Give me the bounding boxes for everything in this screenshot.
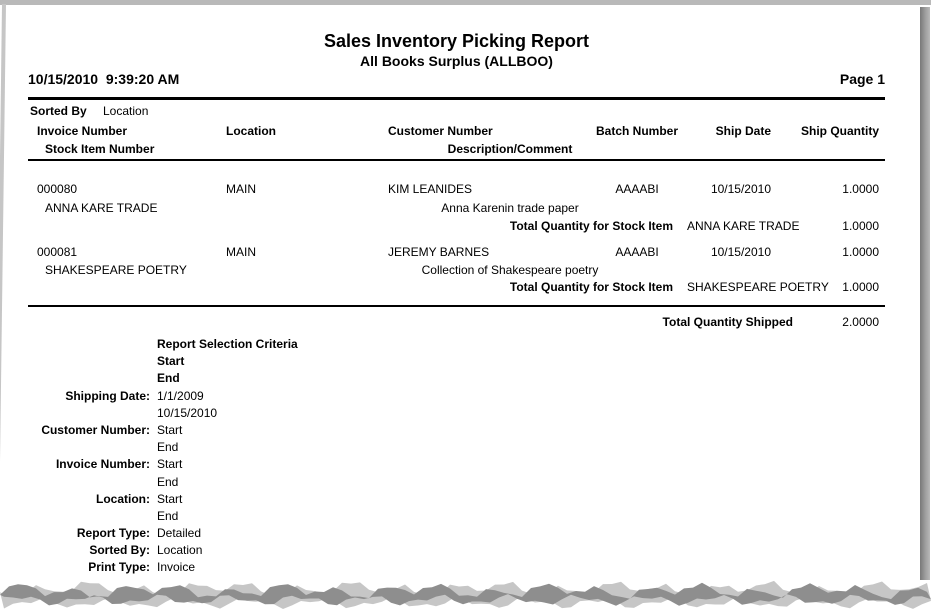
criteria-row: 10/15/2010 (28, 406, 528, 423)
description-cell: Anna Karenin trade paper (441, 201, 579, 215)
col-stock-item-number: Stock Item Number (45, 142, 155, 156)
criteria-value: Start (157, 354, 185, 369)
criteria-row: Print Type: Invoice (28, 560, 528, 577)
criteria-row: Invoice Number: Start (28, 457, 528, 474)
col-description-comment: Description/Comment (447, 142, 573, 156)
criteria-value: Location (157, 543, 203, 558)
invoice-row: 000081 MAIN JEREMY BARNES AAAABI 10/15/2… (0, 245, 931, 260)
criteria-label: Report Type: (76, 526, 150, 541)
criteria-row: Customer Number: Start (28, 423, 528, 440)
col-batch-number: Batch Number (595, 124, 678, 138)
stock-total-item: SHAKESPEARE POETRY (687, 280, 829, 294)
report-datetime: 10/15/2010 9:39:20 AM (28, 71, 180, 87)
ship-qty-cell: 1.0000 (842, 182, 879, 196)
stock-item-cell: SHAKESPEARE POETRY (45, 263, 187, 277)
batch-cell: AAAABI (615, 182, 659, 196)
criteria-value: Start (157, 491, 183, 506)
criteria-value: Start (157, 422, 183, 437)
sorted-by-value: Location (103, 104, 149, 118)
page-number: Page 1 (839, 71, 885, 87)
header-underline-rule (28, 159, 885, 161)
criteria-row: End (28, 440, 528, 457)
stock-total-item: ANNA KARE TRADE (687, 219, 800, 233)
criteria-row: End (28, 475, 528, 492)
criteria-value: 10/15/2010 (157, 405, 218, 420)
stock-item-cell: ANNA KARE TRADE (45, 201, 158, 215)
location-cell: MAIN (226, 245, 256, 259)
totals-rule (28, 305, 885, 307)
batch-cell: AAAABI (615, 245, 659, 259)
criteria-label: Shipping Date: (65, 388, 150, 403)
criteria-row: Location: Start (28, 492, 528, 509)
criteria-label: Print Type: (88, 560, 150, 575)
location-cell: MAIN (226, 182, 256, 196)
description-cell: Collection of Shakespeare poetry (421, 263, 599, 277)
grand-total-label: Total Quantity Shipped (662, 315, 793, 329)
stock-total-qty: 1.0000 (842, 219, 879, 233)
criteria-value: Report Selection Criteria (157, 337, 298, 351)
invoice-number-cell: 000080 (37, 182, 78, 196)
criteria-row: Start (28, 354, 528, 371)
criteria-value: Invoice (157, 560, 196, 575)
criteria-row: Report Selection Criteria (28, 337, 528, 354)
ship-qty-cell: 1.0000 (842, 245, 879, 259)
criteria-value: End (157, 474, 179, 489)
stock-total-row: Total Quantity for Stock Item SHAKESPEAR… (0, 280, 931, 295)
header-rule (28, 97, 885, 100)
criteria-value: End (157, 508, 179, 523)
criteria-row: End (28, 371, 528, 388)
criteria-value: 1/1/2009 (157, 388, 204, 403)
criteria-label: Invoice Number: (55, 457, 150, 472)
invoice-row: 000080 MAIN KIM LEANIDES AAAABI 10/15/20… (0, 182, 931, 197)
customer-cell: JEREMY BARNES (388, 245, 490, 259)
criteria-label: Sorted By: (89, 543, 150, 558)
stock-item-row: SHAKESPEARE POETRY Collection of Shakesp… (0, 263, 931, 278)
criteria-value: End (157, 440, 179, 455)
criteria-label (28, 509, 150, 526)
criteria-row: End (28, 509, 528, 526)
ship-date-cell: 10/15/2010 (710, 182, 771, 196)
report-title: Sales Inventory Picking Report (323, 31, 590, 51)
criteria-label (28, 337, 150, 354)
stock-total-label: Total Quantity for Stock Item (509, 280, 673, 294)
invoice-number-cell: 000081 (37, 245, 78, 259)
col-invoice-number: Invoice Number (37, 124, 128, 138)
criteria-row: Report Type: Detailed (28, 526, 528, 543)
stock-total-label: Total Quantity for Stock Item (509, 219, 673, 233)
stock-total-qty: 1.0000 (842, 280, 879, 294)
criteria-label (28, 440, 150, 457)
criteria-label: Location: (96, 491, 150, 506)
criteria-label (28, 406, 150, 423)
criteria-value: Start (157, 457, 183, 472)
customer-cell: KIM LEANIDES (388, 182, 473, 196)
table-header-row-1: Invoice Number Location Customer Number … (0, 124, 931, 139)
grand-total-qty: 2.0000 (842, 315, 879, 329)
stock-item-row: ANNA KARE TRADE Anna Karenin trade paper (0, 201, 931, 216)
report-subtitle: All Books Surplus (ALLBOO) (360, 53, 553, 69)
col-customer-number: Customer Number (388, 124, 493, 138)
ship-date-cell: 10/15/2010 (710, 245, 771, 259)
col-location: Location (226, 124, 276, 138)
criteria-label (28, 354, 150, 371)
criteria-row: Shipping Date: 1/1/2009 (28, 389, 528, 406)
criteria-value: End (157, 371, 180, 386)
sorted-by-label: Sorted By (30, 104, 87, 118)
criteria-label (28, 371, 150, 388)
criteria-row: Sorted By: Location (28, 543, 528, 560)
criteria-value: Detailed (157, 526, 202, 541)
table-header-row-2: Stock Item Number Description/Comment (0, 142, 931, 157)
criteria-section: Report Selection Criteria Start End Ship… (28, 337, 528, 578)
page-right-shadow (920, 7, 930, 580)
col-ship-quantity: Ship Quantity (801, 124, 879, 138)
stock-total-row: Total Quantity for Stock Item ANNA KARE … (0, 219, 931, 234)
page-left-edge (0, 4, 6, 591)
sorted-by-row: Sorted By Location (0, 104, 931, 119)
page-top-edge (0, 0, 931, 5)
criteria-label: Customer Number: (41, 422, 150, 437)
torn-bottom-edge (0, 580, 931, 609)
col-ship-date: Ship Date (715, 124, 771, 138)
criteria-label (28, 475, 150, 492)
grand-total-row: Total Quantity Shipped 2.0000 (0, 315, 931, 330)
